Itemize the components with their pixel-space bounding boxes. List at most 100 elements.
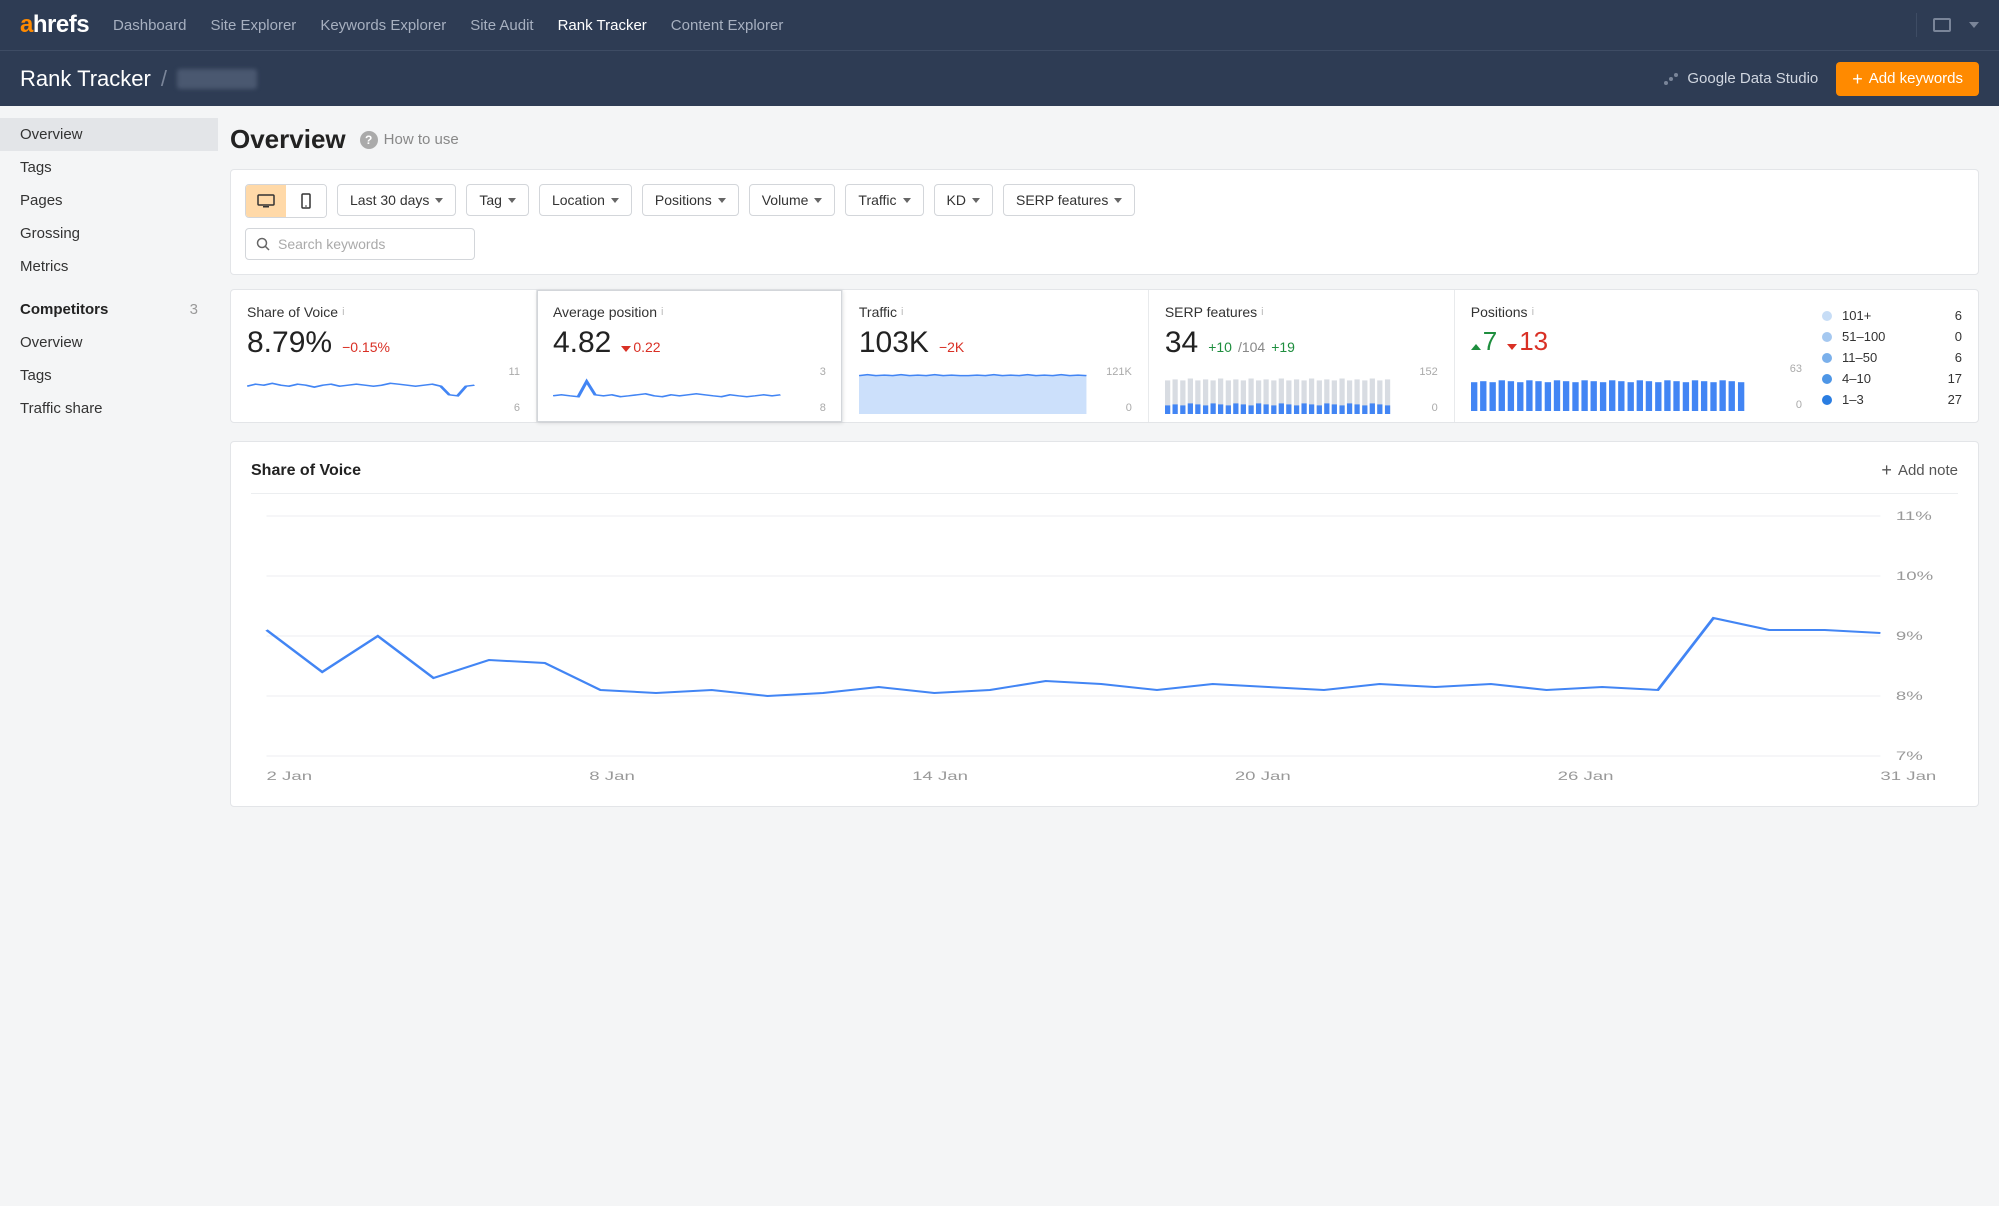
sidebar-item-grossing[interactable]: Grossing — [0, 217, 218, 250]
svg-text:31 Jan: 31 Jan — [1880, 770, 1936, 783]
filter-tag[interactable]: Tag — [466, 184, 529, 216]
legend-row: 4–1017 — [1822, 371, 1962, 386]
sparkline: 121K 0 — [859, 366, 1132, 414]
sidebar-heading-label: Competitors — [20, 301, 108, 318]
metric-share-of-voice[interactable]: Share of Voicei 8.79% −0.15% 11 6 — [231, 290, 537, 422]
breadcrumb-slash: / — [161, 66, 167, 92]
nav-link-rank-tracker[interactable]: Rank Tracker — [558, 17, 647, 34]
sidebar-item-overview[interactable]: Overview — [0, 326, 218, 359]
metric-delta: −2K — [939, 339, 964, 355]
search-keywords-input[interactable] — [278, 236, 464, 252]
metric-label: SERP featuresi — [1165, 304, 1438, 320]
how-to-use-link[interactable]: ? How to use — [360, 131, 459, 149]
metrics-row: Share of Voicei 8.79% −0.15% 11 6 Averag… — [230, 289, 1979, 423]
caret-down-icon — [435, 198, 443, 203]
add-note-button[interactable]: + Add note — [1881, 460, 1958, 481]
filter-location[interactable]: Location — [539, 184, 632, 216]
svg-text:11%: 11% — [1896, 510, 1932, 523]
chart-card: Share of Voice + Add note 7%8%9%10%11%2 … — [230, 441, 1979, 807]
filter-serp-features[interactable]: SERP features — [1003, 184, 1135, 216]
nav-links: Dashboard Site Explorer Keywords Explorer S… — [113, 17, 1900, 34]
filter-positions[interactable]: Positions — [642, 184, 739, 216]
nav-link-content-explorer[interactable]: Content Explorer — [671, 17, 784, 34]
account-menu-caret[interactable] — [1969, 22, 1979, 28]
sidebar-item-tags[interactable]: Tags — [0, 151, 218, 184]
sidebar: OverviewTagsPagesGrossingMetrics Competi… — [0, 106, 218, 827]
sparkline: 11 6 — [247, 366, 520, 414]
nav-link-site-explorer[interactable]: Site Explorer — [210, 17, 296, 34]
metric-average-position[interactable]: Average positioni 4.82 0.22 3 8 — [537, 290, 843, 422]
nav-link-site-audit[interactable]: Site Audit — [470, 17, 533, 34]
top-nav: ahrefs Dashboard Site Explorer Keywords Ex… — [0, 0, 1999, 50]
metric-value: 8.79% — [247, 326, 332, 360]
sidebar-item-metrics[interactable]: Metrics — [0, 250, 218, 283]
positions-down: 13 — [1507, 326, 1548, 357]
page-title: Overview — [230, 124, 346, 155]
metric-serp-features[interactable]: SERP featuresi 34 +10 /104 +19 152 0 — [1149, 290, 1455, 422]
sidebar-item-pages[interactable]: Pages — [0, 184, 218, 217]
legend-row: 11–506 — [1822, 350, 1962, 365]
info-icon: i — [1532, 306, 1534, 318]
metric-label: Traffici — [859, 304, 1132, 320]
filter-volume[interactable]: Volume — [749, 184, 836, 216]
nav-link-dashboard[interactable]: Dashboard — [113, 17, 186, 34]
sidebar-item-overview[interactable]: Overview — [0, 118, 218, 151]
sidebar-heading-competitors: Competitors 3 — [0, 283, 218, 326]
sparkbars: 63 0 — [1471, 363, 1802, 411]
svg-text:7%: 7% — [1896, 750, 1923, 763]
filter-date-label: Last 30 days — [350, 192, 429, 208]
svg-text:10%: 10% — [1896, 570, 1933, 583]
device-desktop-button[interactable] — [246, 185, 286, 217]
mobile-icon — [301, 193, 311, 209]
nav-right — [1933, 18, 1979, 32]
legend-row: 51–1000 — [1822, 329, 1962, 344]
logo[interactable]: ahrefs — [20, 11, 89, 39]
metric-label: Average positioni — [553, 304, 826, 320]
display-icon[interactable] — [1933, 18, 1951, 32]
filter-kd[interactable]: KD — [934, 184, 993, 216]
sidebar-item-traffic-share[interactable]: Traffic share — [0, 392, 218, 425]
search-keywords-box[interactable] — [245, 228, 475, 260]
logo-prefix: a — [20, 11, 33, 38]
breadcrumb-project[interactable] — [177, 69, 257, 89]
add-note-label: Add note — [1898, 462, 1958, 479]
info-icon: i — [661, 306, 663, 318]
sidebar-item-tags[interactable]: Tags — [0, 359, 218, 392]
device-mobile-button[interactable] — [286, 185, 326, 217]
axis-min: 0 — [1126, 402, 1132, 414]
chart-title: Share of Voice — [251, 462, 361, 480]
metric-positions[interactable]: Positionsi 7 13 63 0 101+651–100011–5064… — [1455, 290, 1978, 422]
metric-value: 103K — [859, 326, 929, 360]
help-icon: ? — [360, 131, 378, 149]
gds-icon — [1663, 71, 1679, 87]
sparkline: 3 8 — [553, 366, 826, 414]
filters-row: Last 30 days Tag Location Positions Volume T… — [245, 184, 1964, 218]
metric-label: Positionsi — [1471, 304, 1802, 320]
google-data-studio-link[interactable]: Google Data Studio — [1663, 70, 1818, 87]
info-icon: i — [1261, 306, 1263, 318]
page-title-row: Overview ? How to use — [230, 124, 1979, 155]
chart-body: 7%8%9%10%11%2 Jan8 Jan14 Jan20 Jan26 Jan… — [251, 506, 1958, 786]
desktop-icon — [257, 194, 275, 208]
filters-card: Last 30 days Tag Location Positions Volume T… — [230, 169, 1979, 275]
positions-legend: 101+651–100011–5064–10171–327 — [1822, 304, 1962, 407]
axis-max: 152 — [1419, 366, 1437, 378]
axis-min: 0 — [1796, 399, 1802, 411]
metric-value: 34 — [1165, 326, 1198, 360]
info-icon: i — [901, 306, 903, 318]
svg-text:20 Jan: 20 Jan — [1235, 770, 1291, 783]
metric-sub: +10 /104 +19 — [1208, 339, 1295, 355]
svg-text:26 Jan: 26 Jan — [1558, 770, 1614, 783]
breadcrumb: Rank Tracker / — [20, 66, 1663, 92]
metric-traffic[interactable]: Traffici 103K −2K 121K 0 — [843, 290, 1149, 422]
metric-value: 4.82 — [553, 326, 611, 360]
add-keywords-button[interactable]: + Add keywords — [1836, 62, 1979, 96]
axis-min: 8 — [820, 402, 826, 414]
svg-text:9%: 9% — [1896, 630, 1923, 643]
legend-row: 1–327 — [1822, 392, 1962, 407]
plus-icon: + — [1852, 70, 1863, 88]
filter-date[interactable]: Last 30 days — [337, 184, 456, 216]
filter-traffic[interactable]: Traffic — [845, 184, 923, 216]
positions-up: 7 — [1471, 326, 1497, 357]
nav-link-keywords-explorer[interactable]: Keywords Explorer — [320, 17, 446, 34]
